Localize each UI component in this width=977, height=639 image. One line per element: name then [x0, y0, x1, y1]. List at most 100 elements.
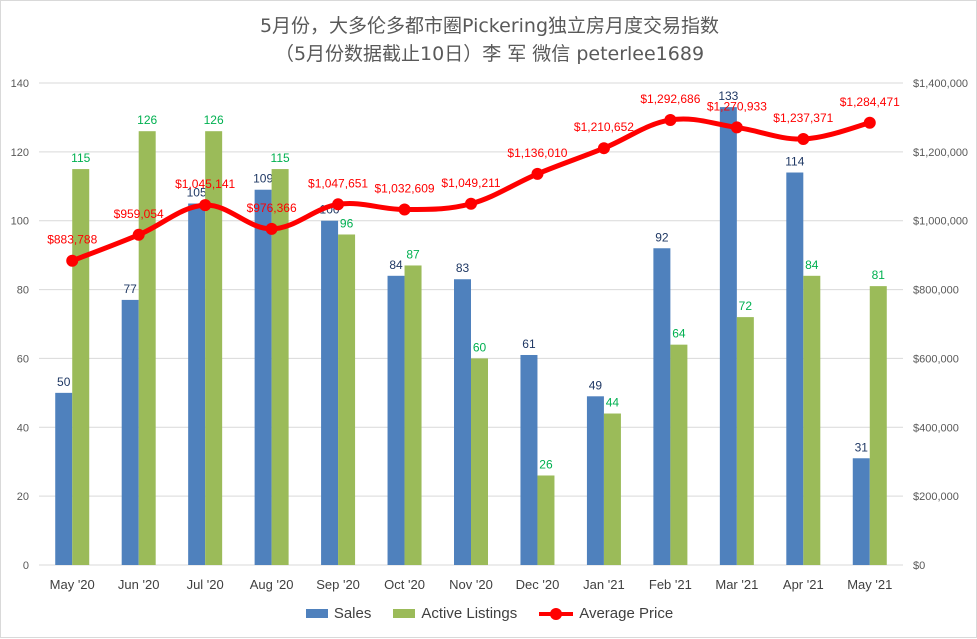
- y-right-tick-label: $0: [913, 560, 925, 572]
- y-right-tick-label: $200,000: [913, 491, 959, 503]
- listings-data-label: 115: [71, 151, 90, 165]
- price-data-label: $1,049,211: [441, 176, 500, 190]
- price-data-label: $1,284,471: [840, 95, 900, 109]
- sales-bar: [321, 220, 339, 565]
- listings-data-label: 60: [473, 340, 487, 354]
- price-data-label: $1,210,652: [574, 120, 634, 134]
- price-marker: [265, 222, 278, 235]
- sales-data-label: 92: [655, 230, 669, 244]
- price-marker: [465, 197, 477, 210]
- x-tick-label: Aug '20: [250, 577, 294, 592]
- price-data-label: $1,270,933: [707, 99, 767, 113]
- sales-bar: [520, 354, 538, 565]
- price-marker: [332, 198, 345, 211]
- listings-data-label: 87: [406, 247, 420, 261]
- listings-bar: [670, 344, 688, 565]
- sales-bar: [586, 396, 604, 565]
- legend-label-average-price: Average Price: [579, 605, 674, 622]
- y-left-tick-label: 120: [11, 147, 29, 159]
- price-data-label: $1,136,010: [507, 146, 567, 160]
- x-tick-label: Feb '21: [649, 577, 692, 592]
- legend-swatch-sales: [305, 609, 328, 618]
- y-right-tick-label: $600,000: [913, 353, 959, 365]
- legend-label-active-listings: Active Listings: [421, 605, 518, 622]
- price-marker: [863, 116, 876, 129]
- x-tick-label: Jul '20: [187, 577, 224, 592]
- price-data-label: $976,366: [247, 201, 297, 215]
- sales-data-label: 77: [124, 282, 138, 296]
- y-left-tick-label: 80: [17, 285, 29, 297]
- sales-bar: [55, 392, 73, 565]
- price-data-label: $1,292,686: [640, 92, 700, 106]
- listings-data-label: 84: [805, 258, 819, 272]
- y-left-tick-label: 140: [11, 78, 29, 90]
- sales-data-label: 84: [389, 258, 403, 272]
- listings-data-label: 64: [672, 327, 686, 341]
- price-marker: [664, 113, 677, 126]
- x-tick-label: Dec '20: [516, 577, 560, 592]
- price-data-label: $1,047,651: [308, 176, 368, 190]
- x-tick-label: Mar '21: [715, 577, 758, 592]
- listings-bar: [736, 317, 754, 565]
- y-left-tick-label: 40: [17, 422, 29, 434]
- price-marker: [531, 167, 544, 180]
- x-tick-label: Sep '20: [316, 577, 360, 592]
- sales-data-label: 50: [57, 375, 71, 389]
- x-tick-label: Jan '21: [583, 577, 625, 592]
- y-right-tick-label: $1,400,000: [913, 78, 968, 90]
- sales-data-label: 61: [522, 337, 536, 351]
- listings-data-label: 96: [340, 216, 354, 230]
- sales-data-label: 114: [785, 155, 804, 169]
- chart-legend: Sales Active Listings Average Price: [1, 605, 977, 622]
- sales-bar: [454, 279, 471, 565]
- listings-data-label: 72: [739, 299, 753, 313]
- listings-bar: [138, 131, 156, 565]
- y-right-tick-label: $1,200,000: [913, 147, 968, 159]
- listings-data-label: 44: [606, 396, 620, 410]
- listings-bar: [471, 358, 488, 565]
- sales-data-label: 83: [456, 261, 470, 275]
- price-data-label: $1,045,141: [175, 177, 235, 191]
- legend-item-active-listings: Active Listings: [393, 605, 517, 622]
- sales-data-label: 109: [253, 172, 273, 186]
- listings-data-label: 126: [204, 113, 224, 127]
- sales-bar: [188, 203, 206, 565]
- chart-title: 5月份，大多伦多都市圈Pickering独立房月度交易指数: [259, 15, 720, 37]
- sales-bar: [786, 172, 804, 565]
- legend-swatch-active-listings: [393, 609, 416, 618]
- sales-bar: [653, 248, 671, 565]
- legend-item-average-price: Average Price: [539, 605, 673, 622]
- listings-bar: [869, 286, 887, 565]
- x-tick-label: Nov '20: [449, 577, 493, 592]
- listings-bar: [271, 169, 289, 566]
- sales-data-label: 133: [718, 89, 738, 103]
- sales-bar: [719, 107, 737, 565]
- y-right-tick-label: $400,000: [913, 422, 959, 434]
- price-marker: [398, 203, 411, 216]
- y-right-tick-label: $1,000,000: [913, 216, 968, 228]
- sales-data-label: 31: [855, 440, 869, 454]
- price-marker: [199, 199, 212, 212]
- sales-bar: [121, 299, 139, 565]
- y-right-tick-label: $800,000: [913, 285, 959, 297]
- price-data-label: $1,237,371: [773, 111, 833, 125]
- listings-bar: [338, 234, 356, 565]
- price-data-label: $883,788: [47, 233, 97, 247]
- sales-data-label: 49: [589, 378, 603, 392]
- legend-label-sales: Sales: [333, 605, 372, 622]
- price-marker: [730, 121, 743, 134]
- price-marker: [797, 132, 810, 145]
- y-left-tick-label: 100: [11, 216, 29, 228]
- x-tick-label: Apr '21: [783, 577, 824, 592]
- x-tick-label: Oct '20: [384, 577, 425, 592]
- x-tick-label: May '21: [847, 577, 892, 592]
- price-marker: [66, 254, 79, 267]
- listings-data-label: 126: [137, 113, 157, 127]
- listings-data-label: 115: [271, 151, 290, 165]
- y-left-tick-label: 20: [17, 491, 29, 503]
- x-tick-label: May '20: [50, 577, 95, 592]
- y-left-tick-label: 0: [23, 560, 29, 572]
- sales-data-label: 105: [187, 186, 207, 200]
